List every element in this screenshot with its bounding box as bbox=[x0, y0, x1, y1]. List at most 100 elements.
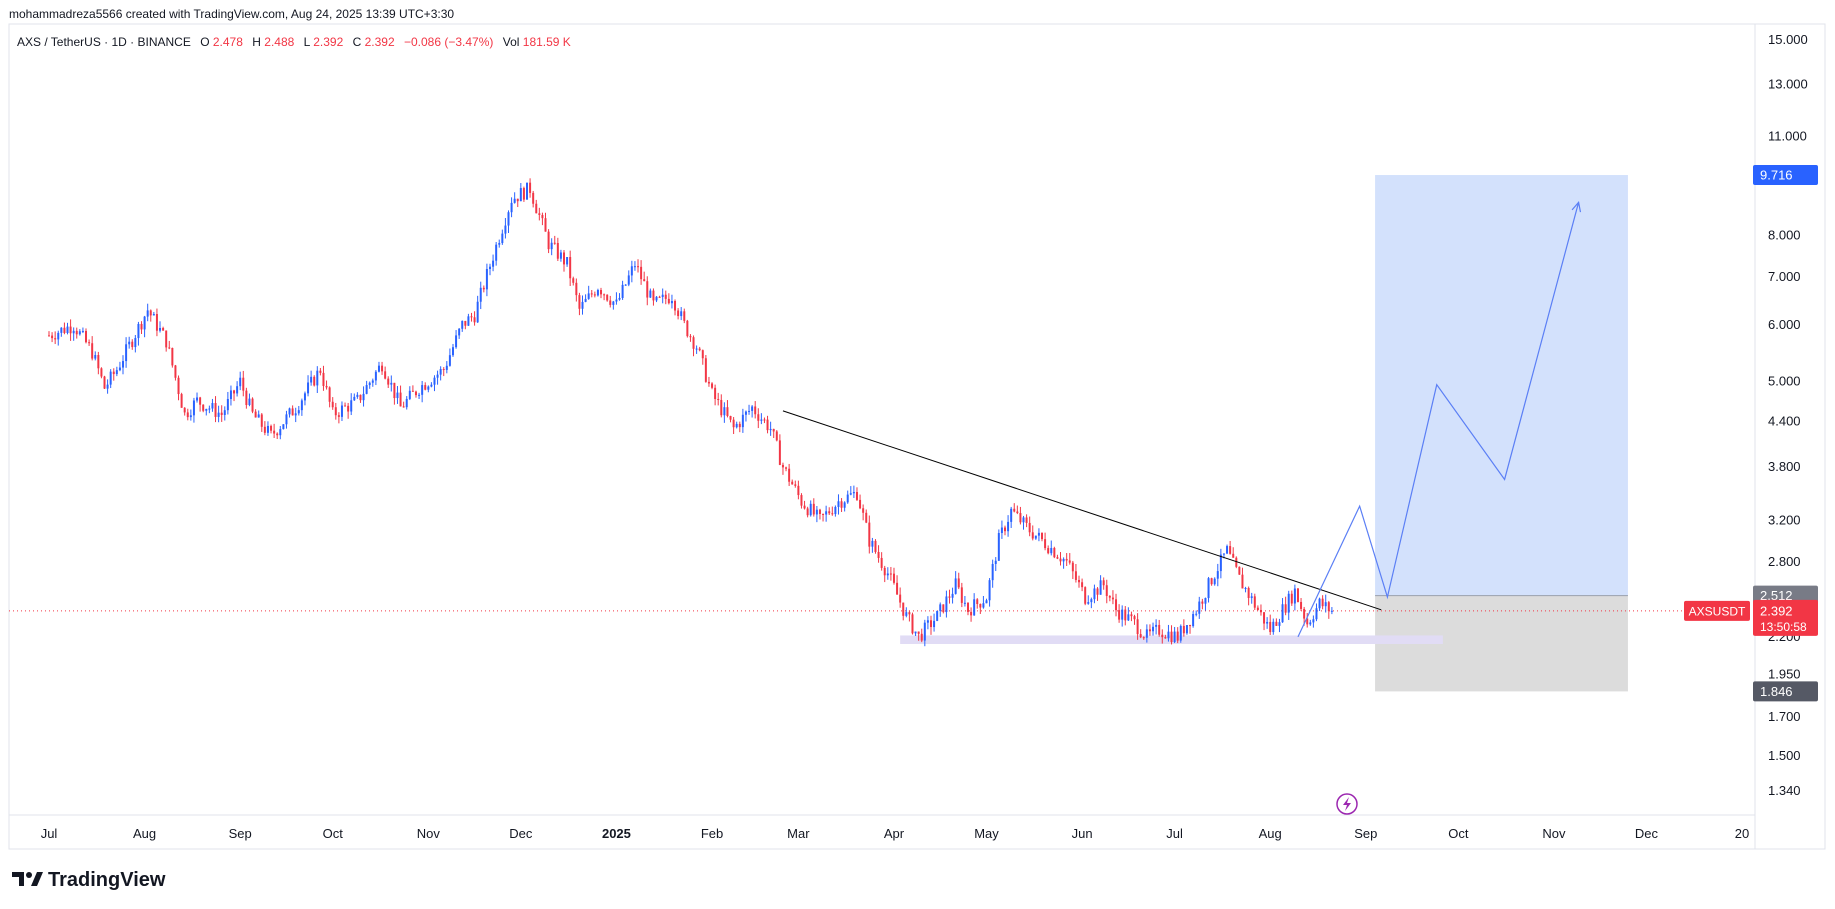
candle bbox=[637, 259, 640, 273]
time-tick-label: Oct bbox=[1448, 826, 1469, 841]
candle bbox=[57, 330, 60, 346]
candle-body bbox=[606, 294, 609, 301]
candle-body bbox=[165, 330, 168, 348]
candle-body bbox=[285, 414, 288, 425]
candle bbox=[732, 417, 735, 435]
price-axis[interactable]: 15.000 13.000 11.000 8.000 7.000 6.000 5.000 4.… bbox=[1768, 32, 1808, 798]
candle bbox=[584, 294, 587, 303]
candle bbox=[1176, 627, 1179, 644]
candle-body bbox=[106, 384, 109, 389]
candle-body bbox=[1321, 598, 1324, 607]
candle bbox=[1195, 610, 1198, 617]
candle bbox=[300, 398, 303, 416]
candle bbox=[1028, 516, 1031, 537]
candle bbox=[411, 385, 414, 392]
candle bbox=[1115, 593, 1118, 617]
candle-body bbox=[1053, 547, 1056, 558]
candle-body bbox=[294, 413, 297, 416]
candle-body bbox=[701, 350, 704, 359]
candle bbox=[433, 375, 436, 392]
candle bbox=[186, 408, 189, 421]
time-axis[interactable]: Jul Aug Sep Oct Nov Dec 2025 Feb Mar Apr May Jun Jul… bbox=[41, 826, 1750, 841]
candle-body bbox=[806, 508, 809, 516]
candle bbox=[1293, 584, 1296, 611]
time-tick-label: Nov bbox=[417, 826, 441, 841]
candle bbox=[1300, 598, 1303, 611]
candle bbox=[600, 287, 603, 299]
trendline bbox=[782, 410, 1382, 611]
candle bbox=[310, 370, 313, 386]
candle-body bbox=[855, 491, 858, 500]
candle-body bbox=[125, 344, 128, 362]
candle-body bbox=[991, 563, 994, 581]
candle-body bbox=[797, 485, 800, 496]
candle bbox=[1281, 598, 1284, 623]
candle bbox=[1025, 514, 1028, 528]
candle-body bbox=[612, 301, 615, 305]
candle-body bbox=[476, 301, 479, 323]
candle-body bbox=[442, 369, 445, 371]
candle bbox=[260, 413, 263, 432]
candle-body bbox=[263, 426, 266, 433]
candle-body bbox=[103, 376, 106, 389]
candle bbox=[1148, 624, 1151, 636]
candle-body bbox=[205, 408, 208, 411]
candle bbox=[744, 410, 747, 422]
candle-body bbox=[1124, 609, 1127, 621]
candle-body bbox=[707, 381, 710, 384]
candle bbox=[544, 212, 547, 232]
candle-body bbox=[1296, 588, 1299, 602]
candle bbox=[211, 398, 214, 412]
candle-body bbox=[1330, 610, 1333, 612]
candle bbox=[1093, 584, 1096, 604]
candle bbox=[1124, 606, 1127, 626]
candle bbox=[831, 506, 834, 516]
candle bbox=[180, 392, 183, 408]
target-price-tag-bg bbox=[1753, 165, 1818, 186]
candle bbox=[1306, 612, 1309, 628]
candle bbox=[815, 506, 818, 523]
candle-body bbox=[1056, 557, 1059, 559]
candle-body bbox=[618, 297, 621, 300]
candle-body bbox=[245, 390, 248, 406]
candle-body bbox=[217, 412, 220, 417]
candle bbox=[606, 294, 609, 302]
candle-body bbox=[970, 611, 973, 616]
candle bbox=[911, 612, 914, 635]
candle-body bbox=[547, 231, 550, 250]
candle bbox=[63, 322, 66, 335]
candle bbox=[91, 336, 94, 361]
candle bbox=[424, 382, 427, 391]
candle-body bbox=[526, 182, 528, 200]
candle-body bbox=[1182, 625, 1185, 634]
candle-body bbox=[566, 257, 569, 265]
lightning-icon[interactable] bbox=[1336, 793, 1358, 815]
footer-brand: TradingView bbox=[48, 869, 166, 891]
candle-body bbox=[692, 337, 695, 349]
candle-body bbox=[276, 433, 279, 436]
candle bbox=[451, 343, 454, 357]
candle bbox=[48, 331, 50, 337]
candle-body bbox=[118, 367, 121, 371]
candle bbox=[791, 479, 794, 485]
candle-body bbox=[1102, 580, 1105, 586]
candle-body bbox=[408, 390, 411, 399]
header-credit: mohammadreza5566 created with TradingVie… bbox=[9, 7, 454, 21]
candle-body bbox=[769, 428, 772, 431]
candle bbox=[1256, 605, 1259, 611]
candle-body bbox=[714, 387, 717, 400]
candle-body bbox=[1148, 629, 1151, 632]
candle-body bbox=[384, 371, 387, 379]
candle bbox=[908, 610, 911, 622]
candle-body bbox=[229, 390, 232, 399]
candle bbox=[883, 565, 886, 583]
time-tick-label: Dec bbox=[1635, 826, 1659, 841]
candle bbox=[1201, 598, 1204, 610]
candle-body bbox=[865, 512, 868, 523]
candle-body bbox=[1111, 597, 1114, 600]
candle-body bbox=[859, 499, 862, 509]
candle-body bbox=[100, 368, 103, 377]
candle bbox=[263, 421, 266, 436]
candle-body bbox=[550, 242, 553, 250]
